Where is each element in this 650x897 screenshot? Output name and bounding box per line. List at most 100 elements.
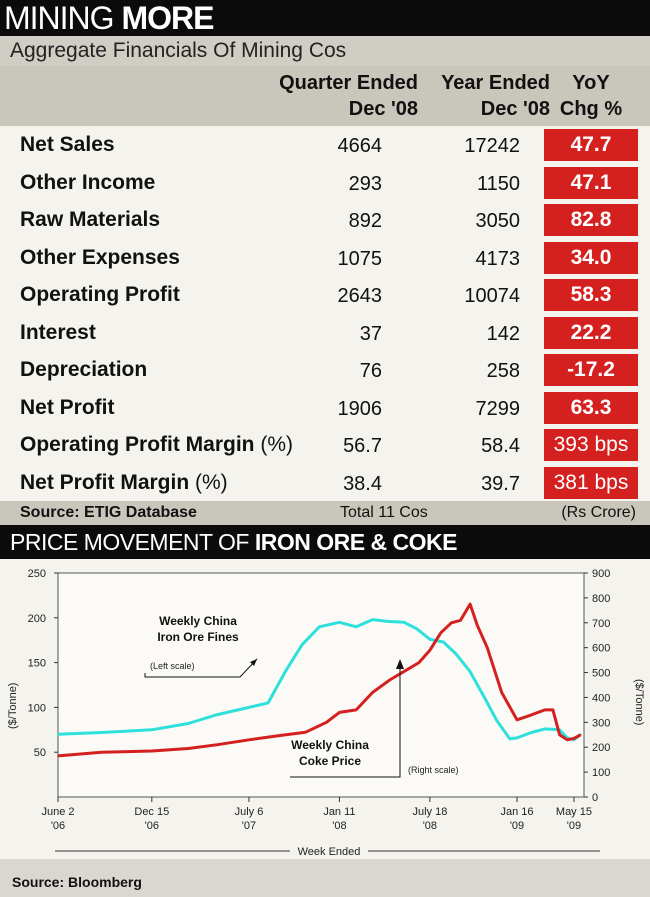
coke-point — [248, 738, 250, 741]
coke-point — [543, 709, 546, 711]
x-tick-label: '06 — [51, 820, 65, 832]
row-label: Net Sales — [20, 133, 115, 156]
iron-ore-point — [469, 670, 471, 673]
chg-header-line2: Chg % — [559, 98, 623, 120]
row-label: Raw Materials — [20, 208, 161, 231]
mining-more-header: MINING MORE — [0, 0, 650, 36]
coke-point — [469, 603, 471, 605]
table-total: Total 11 Cos — [340, 504, 428, 521]
x-tick-label: '09 — [510, 820, 524, 832]
coke-point — [57, 755, 59, 757]
financials-table: Quarter Ended Dec '08 Year Ended Dec '08… — [0, 66, 650, 525]
coke-point — [450, 621, 453, 624]
quarter-column-header: Quarter Ended Dec '08 — [258, 70, 418, 122]
table-row: Net Profit Margin (%) 38.4 39.7 381 bps — [0, 464, 650, 502]
row-quarter-value: 4664 — [337, 135, 383, 157]
coke-point — [486, 646, 489, 649]
right-tick-label: 400 — [592, 692, 610, 704]
left-tick-label: 50 — [34, 747, 46, 759]
year-header-line2: Dec '08 — [480, 98, 550, 120]
chart-header: PRICE MOVEMENT OF IRON ORE & COKE — [0, 525, 650, 559]
table-row: Operating Profit 2643 10074 58.3 — [0, 276, 650, 314]
row-chg-value: 82.8 — [544, 204, 638, 236]
iron-ore-point — [248, 706, 250, 709]
coke-point — [552, 709, 554, 711]
row-quarter-value: 2643 — [337, 285, 383, 307]
iron-ore-annotation-line1: Weekly China — [159, 614, 237, 628]
right-tick-label: 500 — [592, 668, 610, 680]
iron-ore-point — [151, 729, 153, 731]
iron-ore-point — [267, 702, 269, 704]
row-chg-value: 22.2 — [544, 316, 638, 349]
iron-ore-annotation-line2: Iron Ore Fines — [157, 630, 239, 644]
row-label: Operating Profit — [20, 283, 180, 306]
iron-ore-point — [516, 737, 518, 739]
row-year-value: 17242 — [464, 135, 520, 157]
iron-ore-arrowhead — [250, 659, 257, 666]
iron-ore-point — [301, 643, 303, 646]
footer-source: Source: Bloomberg — [0, 867, 650, 897]
x-tick-label: May 15 — [556, 806, 592, 818]
coke-point — [440, 631, 442, 634]
coke-point — [429, 649, 431, 651]
coke-point — [500, 691, 503, 694]
row-quarter-value: 37 — [359, 322, 382, 345]
row-label: Net Profit Margin (%) — [20, 470, 228, 494]
coke-point — [459, 619, 462, 622]
row-label: Other Income — [20, 170, 156, 194]
quarter-header-line2: Dec '08 — [348, 98, 418, 120]
coke-arrowhead — [396, 659, 404, 669]
coke-point — [355, 709, 357, 711]
quarter-header-line1: Quarter Ended — [279, 72, 418, 94]
left-axis-label: ($/Tonne) — [7, 683, 19, 729]
row-year-value: 7299 — [475, 397, 521, 420]
iron-ore-point — [338, 621, 341, 624]
x-tick-label: '08 — [423, 820, 437, 832]
coke-point — [566, 738, 569, 741]
header-title-light: MINING — [4, 0, 122, 36]
row-label: Operating Profit Margin (%) — [20, 433, 294, 456]
iron-ore-point — [284, 670, 287, 673]
row-quarter-value: 56.7 — [343, 435, 382, 457]
coke-leader-line — [290, 667, 401, 778]
coke-point — [418, 661, 420, 664]
coke-point — [530, 714, 533, 716]
coke-annotation-line1: Weekly China — [291, 738, 369, 752]
table-row: Interest 37 142 22.2 — [0, 314, 650, 352]
header-title-bold: MORE — [121, 0, 214, 36]
iron-ore-point — [496, 720, 498, 722]
iron-ore-point — [429, 638, 431, 641]
year-column-header: Year Ended Dec '08 — [420, 70, 550, 122]
row-year-value: 10074 — [464, 285, 520, 307]
table-row: Net Sales 4664 17242 47.7 — [0, 126, 650, 164]
left-tick-label: 250 — [28, 568, 46, 580]
iron-ore-point — [509, 737, 511, 740]
chart-header-light: PRICE MOVEMENT OF — [10, 529, 255, 555]
iron-ore-point — [57, 733, 59, 736]
coke-point — [476, 624, 479, 627]
iron-ore-point — [386, 620, 389, 623]
row-quarter-value: 38.4 — [343, 472, 382, 495]
row-label: Depreciation — [20, 358, 148, 381]
x-tick-label: Jan 16 — [500, 806, 533, 818]
table-row: Net Profit 1906 7299 63.3 — [0, 389, 650, 427]
iron-ore-point — [454, 652, 457, 655]
iron-ore-point — [530, 731, 533, 734]
right-tick-label: 200 — [592, 742, 610, 754]
row-chg-value: 58.3 — [544, 279, 638, 311]
row-chg-value: 393 bps — [544, 429, 638, 461]
coke-point — [388, 679, 391, 681]
right-tick-label: 0 — [592, 792, 598, 804]
row-chg-value: 47.1 — [544, 166, 638, 199]
row-label: Other Expenses — [20, 245, 180, 269]
coke-point — [304, 731, 307, 734]
table-row: Depreciation 76 258 -17.2 — [0, 351, 650, 389]
price-chart-svg: 50 100 150 200 250 0 100 200 300 400 500 600 700 800 9… — [7, 568, 645, 858]
table-row: Other Expenses 1075 4173 34.0 — [0, 239, 650, 277]
row-unit: (%) — [260, 433, 294, 456]
iron-ore-point — [484, 697, 486, 700]
row-year-value: 258 — [486, 360, 520, 382]
coke-annotation-note: (Right scale) — [408, 765, 459, 775]
x-axis-label: Week Ended — [298, 846, 361, 858]
iron-ore-point — [355, 625, 357, 628]
